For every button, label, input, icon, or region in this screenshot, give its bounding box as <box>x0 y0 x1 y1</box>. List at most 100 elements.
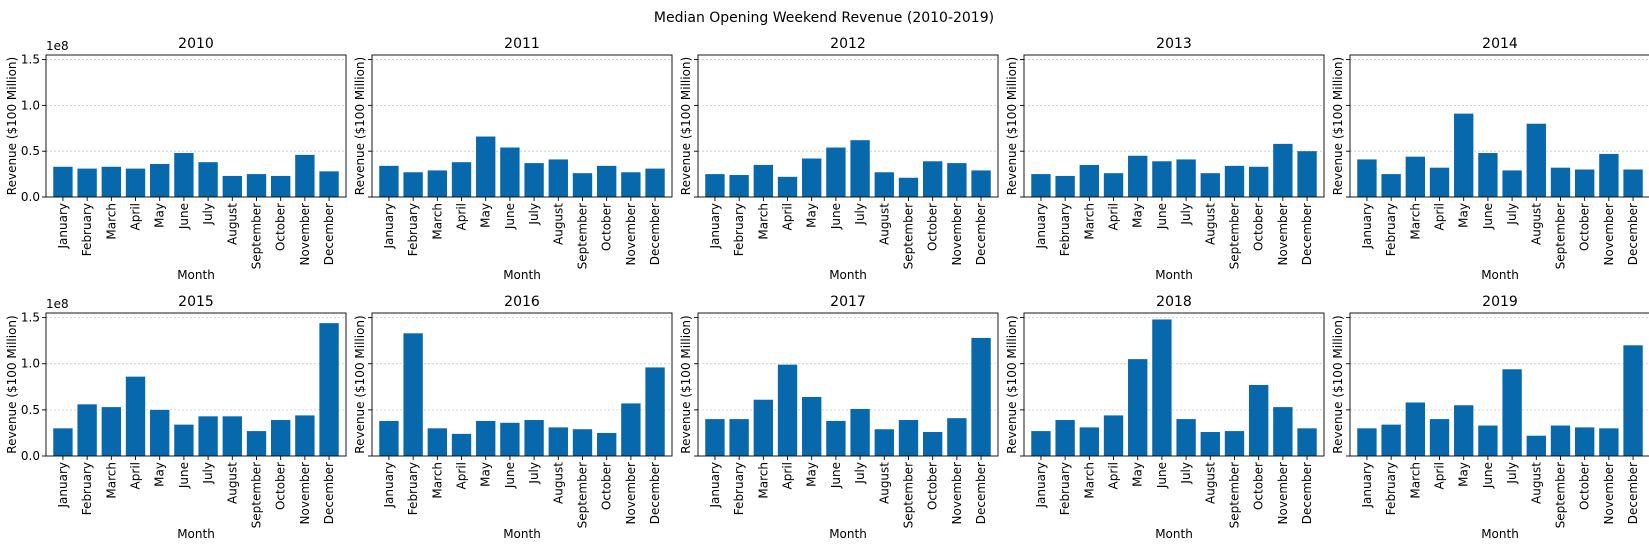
subplot-title: 2018 <box>1156 294 1192 310</box>
x-tick-label-april: April <box>129 203 143 230</box>
x-tick-label-november: November <box>950 462 964 524</box>
x-tick-label-july: July <box>201 203 215 226</box>
x-tick-label-july: July <box>201 462 215 485</box>
x-tick-label-june: June <box>503 203 517 230</box>
x-tick-label-december: December <box>1626 203 1640 265</box>
bar-september <box>572 173 593 197</box>
subplot-title: 2016 <box>504 294 540 310</box>
bar-january <box>379 420 399 456</box>
x-tick-label-february: February <box>1384 203 1398 256</box>
y-axis-label: Revenue ($100 Million) <box>1331 315 1345 453</box>
bar-march <box>1405 156 1425 197</box>
bar-june <box>826 420 846 456</box>
bar-february <box>403 333 423 456</box>
x-tick-label-july: July <box>853 462 867 485</box>
bar-january <box>1357 159 1377 197</box>
x-tick-label-may: May <box>805 203 819 228</box>
bar-july <box>198 162 218 197</box>
x-tick-label-november: November <box>624 462 638 524</box>
bar-august <box>222 175 242 197</box>
bar-november <box>1599 153 1619 197</box>
x-tick-label-december: December <box>974 462 988 524</box>
y-tick-label: 1.0 <box>21 357 40 371</box>
x-tick-label-august: August <box>551 462 565 504</box>
bar-april <box>125 168 146 197</box>
figure-title: Median Opening Weekend Revenue (2010-201… <box>654 10 994 26</box>
x-tick-label-february: February <box>80 462 94 515</box>
x-tick-label-february: February <box>406 203 420 256</box>
x-tick-label-january: January <box>382 203 396 250</box>
x-tick-label-january: January <box>1034 203 1048 250</box>
bar-august <box>1526 435 1546 456</box>
bar-december <box>1297 151 1317 197</box>
bar-november <box>621 172 641 197</box>
bar-november <box>1273 407 1293 456</box>
x-tick-label-july: July <box>1179 203 1193 226</box>
x-tick-label-january: January <box>1360 462 1374 509</box>
subplot-2015: 0.0 0.5 1.0 1.5 January February March April May… <box>5 294 347 541</box>
x-tick-label-june: June <box>1481 203 1495 230</box>
bar-may <box>1128 359 1148 456</box>
x-tick-label-august: August <box>1203 462 1217 504</box>
x-tick-label-november: November <box>1276 462 1290 524</box>
x-axis-label: Month <box>1481 268 1519 282</box>
bar-march <box>753 164 773 197</box>
x-tick-label-october: October <box>1252 462 1266 510</box>
y-axis-label: Revenue ($100 Million) <box>5 57 19 195</box>
x-tick-label-february: February <box>80 203 94 256</box>
x-tick-label-december: December <box>974 203 988 265</box>
y-axis-label: Revenue ($100 Million) <box>679 315 693 453</box>
axes-frame <box>1349 54 1649 198</box>
subplot-title: 2015 <box>178 294 214 310</box>
x-tick-label-january: January <box>56 462 70 509</box>
x-tick-label-may: May <box>1457 203 1471 228</box>
x-tick-label-october: October <box>1578 462 1592 510</box>
bar-may <box>1128 155 1148 197</box>
axes-frame <box>1349 312 1649 457</box>
bar-december <box>971 337 991 456</box>
bar-february <box>1381 424 1401 456</box>
x-tick-label-july: July <box>527 462 541 485</box>
x-tick-label-march: March <box>1408 203 1422 240</box>
y-tick-label: 0.5 <box>21 403 40 417</box>
x-tick-label-november: November <box>950 203 964 265</box>
bar-october <box>1249 166 1269 197</box>
bar-april <box>777 176 798 197</box>
bar-april <box>777 364 798 456</box>
x-tick-label-november: November <box>1602 203 1616 265</box>
x-tick-label-march: March <box>430 203 444 240</box>
x-tick-label-october: October <box>1252 203 1266 251</box>
bar-june <box>1478 153 1498 197</box>
x-tick-label-may: May <box>153 462 167 487</box>
x-tick-label-october: October <box>1578 203 1592 251</box>
bar-january <box>379 165 399 197</box>
x-tick-label-september: September <box>901 203 915 269</box>
x-tick-label-may: May <box>1131 462 1145 487</box>
x-tick-label-september: September <box>1227 462 1241 528</box>
x-tick-label-august: August <box>877 462 891 504</box>
bar-december <box>1297 428 1317 456</box>
x-tick-label-september: September <box>1553 203 1567 269</box>
x-tick-label-november: November <box>624 203 638 265</box>
bar-july <box>850 408 870 456</box>
axes-frame <box>45 312 347 457</box>
bar-may <box>476 136 496 197</box>
bar-may <box>150 409 170 456</box>
bar-september <box>1224 431 1245 456</box>
bar-december <box>319 323 339 456</box>
x-tick-label-may: May <box>153 203 167 228</box>
y-offset-label: 1e8 <box>46 39 69 53</box>
bar-december <box>971 170 991 197</box>
x-tick-label-october: October <box>926 462 940 510</box>
x-tick-label-april: April <box>781 462 795 489</box>
bar-october <box>1249 384 1269 456</box>
y-offset-label: 1e8 <box>46 297 69 311</box>
bar-january <box>53 166 73 197</box>
bar-september <box>246 174 267 197</box>
x-tick-label-june: June <box>177 462 191 489</box>
bar-july <box>1176 419 1196 456</box>
y-axis-label: Revenue ($100 Million) <box>353 315 367 453</box>
x-tick-label-july: July <box>1505 203 1519 226</box>
bar-august <box>222 416 242 456</box>
bar-may <box>150 164 170 197</box>
